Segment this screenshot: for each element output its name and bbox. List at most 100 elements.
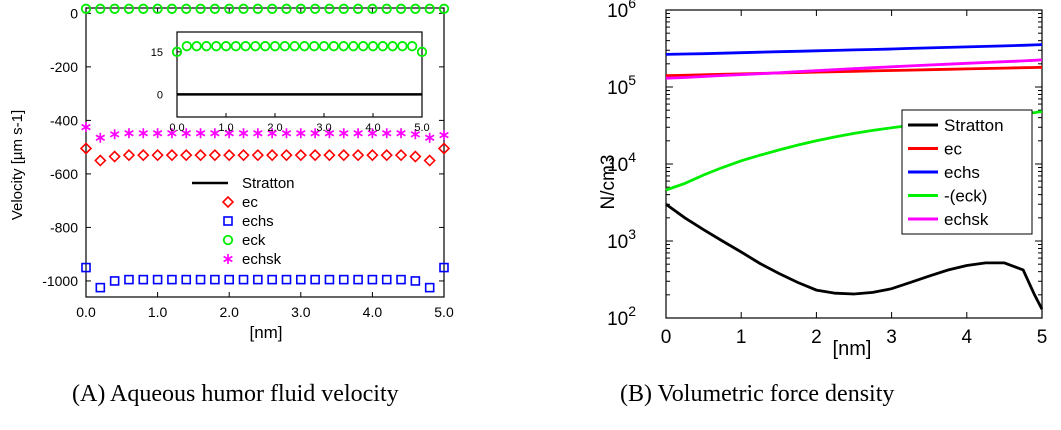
point-echs xyxy=(295,274,306,285)
inset-y-tick-label: 15 xyxy=(151,47,163,59)
point-ec xyxy=(94,154,107,167)
point-ec xyxy=(194,149,207,162)
legend-label-a: echs xyxy=(242,213,274,230)
y-tick-exponent: 2 xyxy=(628,303,636,319)
point-eck xyxy=(324,3,335,14)
x-tick-label-b: 2 xyxy=(811,327,822,348)
point-echsk xyxy=(353,128,363,139)
point-echsk xyxy=(281,128,292,139)
point-echsk xyxy=(238,128,249,139)
asterisk-stroke xyxy=(424,134,435,142)
point-echsk xyxy=(339,128,349,139)
inset-point-eck xyxy=(348,41,359,52)
point-echsk xyxy=(310,128,320,139)
point-eck xyxy=(123,3,135,14)
asterisk-stroke xyxy=(152,129,163,137)
series-line-echsk xyxy=(665,58,1043,80)
y-axis-label-a: Velocity [µm s-1] xyxy=(9,110,26,220)
point-echs xyxy=(238,274,249,285)
point-echs xyxy=(281,274,292,285)
point-echsk xyxy=(152,128,163,139)
point-echsk xyxy=(267,128,277,139)
inset-point-eck xyxy=(201,41,212,52)
inset-point-eck xyxy=(407,41,418,52)
point-echs xyxy=(424,282,435,293)
point-ec xyxy=(165,149,179,162)
point-ec xyxy=(423,154,436,167)
chart-force-density: N/cm3 [nm] 0 1 2 3 4 5 102 103 104 105 106 Stratton… xyxy=(598,0,1047,360)
point-eck xyxy=(338,3,349,14)
asterisk-stroke xyxy=(223,255,233,263)
inset-point-eck xyxy=(377,41,388,52)
point-ec xyxy=(251,149,264,162)
point-echsk xyxy=(210,128,220,139)
point-eck xyxy=(424,3,435,14)
series-line-Stratton xyxy=(665,203,1044,310)
x-axis-label-b: [nm] xyxy=(833,338,872,360)
point-echs xyxy=(324,274,335,285)
y-tick-label-a: -400 xyxy=(50,112,78,128)
y-tick-exponent: 6 xyxy=(628,0,636,11)
asterisk-stroke xyxy=(296,129,306,137)
point-echs xyxy=(338,274,349,285)
inset-point-eck xyxy=(338,41,349,52)
legend-label-a: eck xyxy=(242,232,266,249)
asterisk-stroke xyxy=(124,129,134,137)
asterisk-stroke xyxy=(353,129,363,137)
point-echsk xyxy=(424,132,435,143)
inset-point-eck xyxy=(318,41,330,52)
y-tick-exponent: 5 xyxy=(628,72,636,88)
point-echs xyxy=(95,282,106,293)
y-tick-label-a: 0 xyxy=(70,5,78,21)
asterisk-stroke xyxy=(396,129,406,137)
point-echsk xyxy=(195,128,206,139)
legend-label-a: Stratton xyxy=(242,175,295,192)
x-tick-label-b: 4 xyxy=(962,327,973,348)
asterisk-stroke xyxy=(238,129,249,137)
asterisk-stroke xyxy=(95,134,106,142)
x-tick-label-a: 0.0 xyxy=(76,304,96,320)
point-echsk xyxy=(224,128,234,139)
point-echs xyxy=(253,274,263,285)
point-ec xyxy=(323,149,336,162)
point-eck xyxy=(166,3,178,14)
y-tick-label-b: 103 xyxy=(607,226,636,253)
point-echsk xyxy=(124,128,134,139)
point-ec xyxy=(122,149,136,162)
y-tick-label-a: -1000 xyxy=(42,273,78,289)
legend-swatch-a xyxy=(223,254,233,264)
point-eck xyxy=(295,3,306,14)
chart-velocity: Velocity [µm s-1] [nm] 0.0 1.0 2.0 3.0 4.0 5.… xyxy=(9,3,454,342)
inset-point-eck xyxy=(240,41,251,52)
inset-point-eck xyxy=(181,41,192,52)
point-eck xyxy=(109,3,120,14)
caption-a: (A) Aqueous humor fluid velocity xyxy=(72,381,399,407)
point-echsk xyxy=(396,128,406,139)
point-echs xyxy=(138,274,149,285)
x-tick-label-a: 2.0 xyxy=(219,304,239,320)
legend-swatch-a xyxy=(222,234,234,246)
asterisk-stroke xyxy=(181,129,191,137)
point-echsk xyxy=(81,122,91,133)
point-eck xyxy=(181,3,192,14)
series-line-echs xyxy=(665,43,1043,56)
point-eck xyxy=(238,3,249,14)
point-echsk xyxy=(95,132,106,143)
asterisk-stroke xyxy=(410,131,421,138)
point-ec xyxy=(366,149,379,162)
legend-label-b: echsk xyxy=(944,210,989,229)
inset-point-eck xyxy=(250,41,261,52)
point-echsk xyxy=(367,128,378,139)
point-echsk xyxy=(410,129,421,140)
point-echs xyxy=(353,274,363,285)
inset-x-tick-label: 4.0 xyxy=(365,122,380,134)
point-echs xyxy=(439,262,449,273)
point-echsk xyxy=(167,128,177,139)
inset-point-eck xyxy=(289,41,300,52)
point-eck xyxy=(252,3,263,14)
inset-point-eck xyxy=(220,41,232,52)
inset-point-eck xyxy=(358,41,369,52)
point-eck xyxy=(138,3,149,14)
legend-swatch-a xyxy=(223,216,233,226)
point-eck xyxy=(224,3,235,14)
